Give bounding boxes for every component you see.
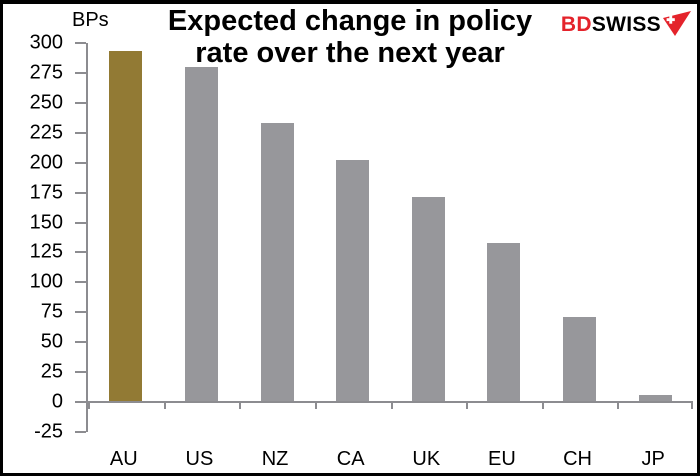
y-tick-label: 175 <box>29 181 63 204</box>
y-tick-label: 250 <box>29 91 63 114</box>
x-tick-mark <box>163 403 166 410</box>
bar-ca <box>336 160 370 402</box>
y-tick-label: 25 <box>40 360 63 383</box>
chart-title-line1: Expected change in policy <box>167 5 533 37</box>
plot-area <box>75 42 693 433</box>
x-tick-mark <box>390 403 393 410</box>
x-tick-mark <box>314 403 317 410</box>
x-category-label-jp: JP <box>641 448 665 470</box>
x-tick-mark <box>691 403 693 410</box>
x-category-label-uk: UK <box>412 448 441 470</box>
x-category-label-ca: CA <box>336 448 365 470</box>
y-tick-mark <box>75 42 86 44</box>
y-tick-label: 200 <box>29 151 63 174</box>
y-tick-mark <box>75 341 86 344</box>
bar-uk <box>411 197 445 402</box>
y-tick-mark <box>75 191 86 194</box>
y-tick-label: 50 <box>40 330 63 353</box>
bar-us <box>184 66 218 402</box>
y-tick-mark <box>75 401 86 404</box>
logo-text-swiss: SWISS <box>591 12 661 36</box>
y-tick-mark <box>75 101 86 104</box>
bar-au <box>109 51 143 402</box>
y-tick-mark <box>75 251 86 254</box>
y-tick-mark <box>75 161 86 164</box>
y-tick-label: 275 <box>29 61 63 84</box>
chart-title: Expected change in policy rate over the … <box>3 5 697 69</box>
bar-jp <box>638 394 672 402</box>
y-tick-label: 225 <box>29 121 63 144</box>
y-tick-mark <box>75 311 86 314</box>
x-category-label-eu: EU <box>488 448 516 470</box>
swiss-flag-arrow-icon <box>663 11 691 36</box>
logo-text-bd: BD <box>560 12 592 36</box>
x-tick-mark <box>239 403 242 410</box>
bar-eu <box>487 242 521 402</box>
y-tick-label: 75 <box>40 300 63 323</box>
x-tick-mark <box>617 403 620 410</box>
x-tick-mark <box>541 403 544 410</box>
y-tick-label: 300 <box>29 31 63 54</box>
bar-ch <box>563 317 597 402</box>
x-tick-mark <box>466 403 469 410</box>
y-tick-label: 150 <box>29 211 63 234</box>
y-tick-mark <box>75 431 86 433</box>
y-tick-label: -25 <box>34 420 63 443</box>
y-tick-label: 0 <box>51 390 63 413</box>
x-tick-mark <box>88 403 90 410</box>
y-tick-mark <box>75 281 86 284</box>
y-tick-mark <box>75 131 86 134</box>
y-tick-label: 125 <box>29 240 63 263</box>
y-tick-mark <box>75 371 86 374</box>
x-category-label-nz: NZ <box>261 448 289 470</box>
x-axis-category-labels: AU US NZ CA UK EU CH JP <box>86 448 691 472</box>
zero-baseline <box>88 401 693 404</box>
chart-title-line2: rate over the next year <box>195 37 505 69</box>
y-axis-unit-label: BPs <box>72 9 109 31</box>
y-tick-mark <box>75 71 86 74</box>
x-category-label-us: US <box>185 448 214 470</box>
x-category-label-ch: CH <box>563 448 593 470</box>
y-tick-mark <box>75 221 86 224</box>
y-tick-label: 100 <box>29 270 63 293</box>
bdswiss-logo: BD SWISS <box>561 11 692 37</box>
bar-nz <box>260 123 294 402</box>
x-category-label-au: AU <box>109 448 138 470</box>
y-axis-tick-labels: 300 275 250 225 200 175 150 125 100 75 50 25 0 -25 <box>3 32 63 443</box>
